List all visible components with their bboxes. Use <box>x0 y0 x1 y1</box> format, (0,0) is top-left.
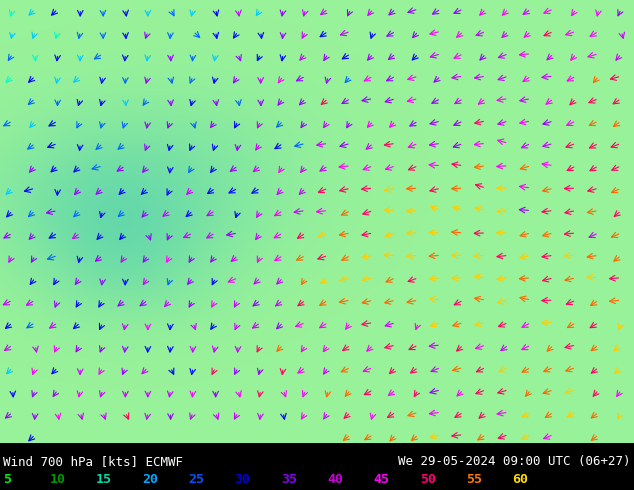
Text: 5: 5 <box>3 473 11 486</box>
Text: 35: 35 <box>281 473 297 486</box>
Text: 40: 40 <box>327 473 343 486</box>
Text: 10: 10 <box>49 473 65 486</box>
Text: 20: 20 <box>142 473 158 486</box>
Text: 25: 25 <box>188 473 204 486</box>
Text: 60: 60 <box>512 473 528 486</box>
Text: 55: 55 <box>466 473 482 486</box>
Text: 30: 30 <box>235 473 250 486</box>
Text: 15: 15 <box>96 473 112 486</box>
Text: 50: 50 <box>420 473 436 486</box>
Text: 45: 45 <box>373 473 389 486</box>
Text: Wind 700 hPa [kts] ECMWF: Wind 700 hPa [kts] ECMWF <box>3 455 183 468</box>
Text: We 29-05-2024 09:00 UTC (06+27): We 29-05-2024 09:00 UTC (06+27) <box>398 455 631 468</box>
